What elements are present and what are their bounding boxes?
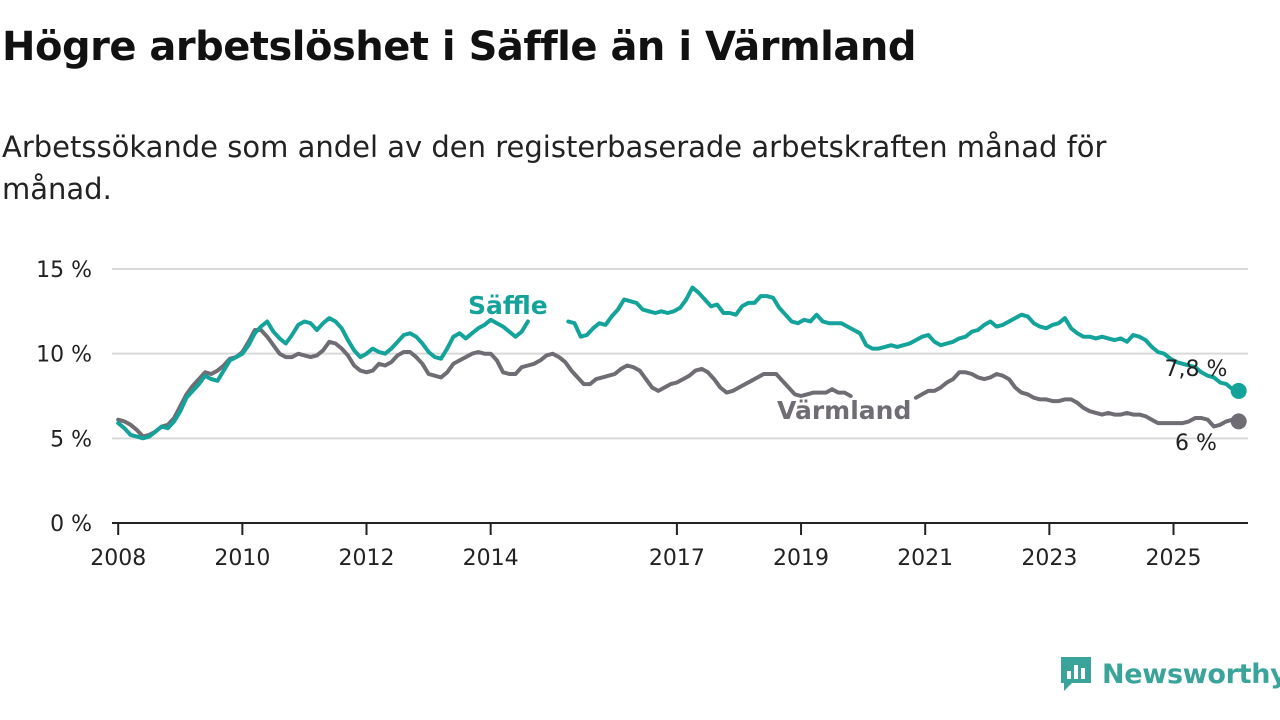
series-line-saffle: [116, 316, 530, 441]
chart-title: Högre arbetslöshet i Säffle än i Värmlan…: [2, 24, 916, 70]
x-tick-label: 2017: [649, 546, 705, 571]
y-tick-label: 5 %: [50, 427, 92, 452]
series-lines: [116, 285, 1247, 441]
series-label-saffle: Säffle: [468, 291, 548, 320]
series-label-varmland: Värmland: [777, 396, 911, 425]
x-tick-label: 2008: [90, 546, 146, 571]
x-tick-label: 2010: [214, 546, 270, 571]
end-value-label-varmland: 6 %: [1175, 431, 1217, 456]
chart-subtitle: Arbetssökande som andel av den registerb…: [2, 130, 1107, 206]
gridlines: 0 % 5 % 10 % 15 % 2008 2010 2012 2014 2017 2019 20…: [36, 258, 1248, 571]
end-point-varmland: [1230, 413, 1247, 430]
series-line-saffle: [566, 285, 1241, 393]
newsworthy-logo-icon: [1061, 657, 1091, 691]
x-tick-label: 2014: [463, 546, 519, 571]
chart-labels: Säffle Värmland 7,8 % 6 %: [468, 291, 1227, 456]
x-tick-label: 2019: [773, 546, 829, 571]
brand-name: Newsworthy: [1102, 658, 1280, 690]
line-chart: 0 % 5 % 10 % 15 % 2008 2010 2012 2014 2017 2019 20…: [36, 258, 1248, 571]
x-tick-label: 2012: [339, 546, 395, 571]
end-value-label-saffle: 7,8 %: [1165, 357, 1228, 382]
newsworthy-logo: Newsworthy: [1058, 654, 1280, 694]
x-tick-label: 2023: [1021, 546, 1077, 571]
y-tick-label: 15 %: [36, 258, 92, 283]
end-point-saffle: [1230, 382, 1247, 399]
y-tick-label: 0 %: [50, 512, 92, 537]
x-tick-label: 2021: [897, 546, 953, 571]
series-line-varmland: [913, 370, 1241, 429]
series-line-varmland: [116, 328, 853, 439]
y-tick-label: 10 %: [36, 343, 92, 368]
x-tick-label: 2025: [1146, 546, 1202, 571]
